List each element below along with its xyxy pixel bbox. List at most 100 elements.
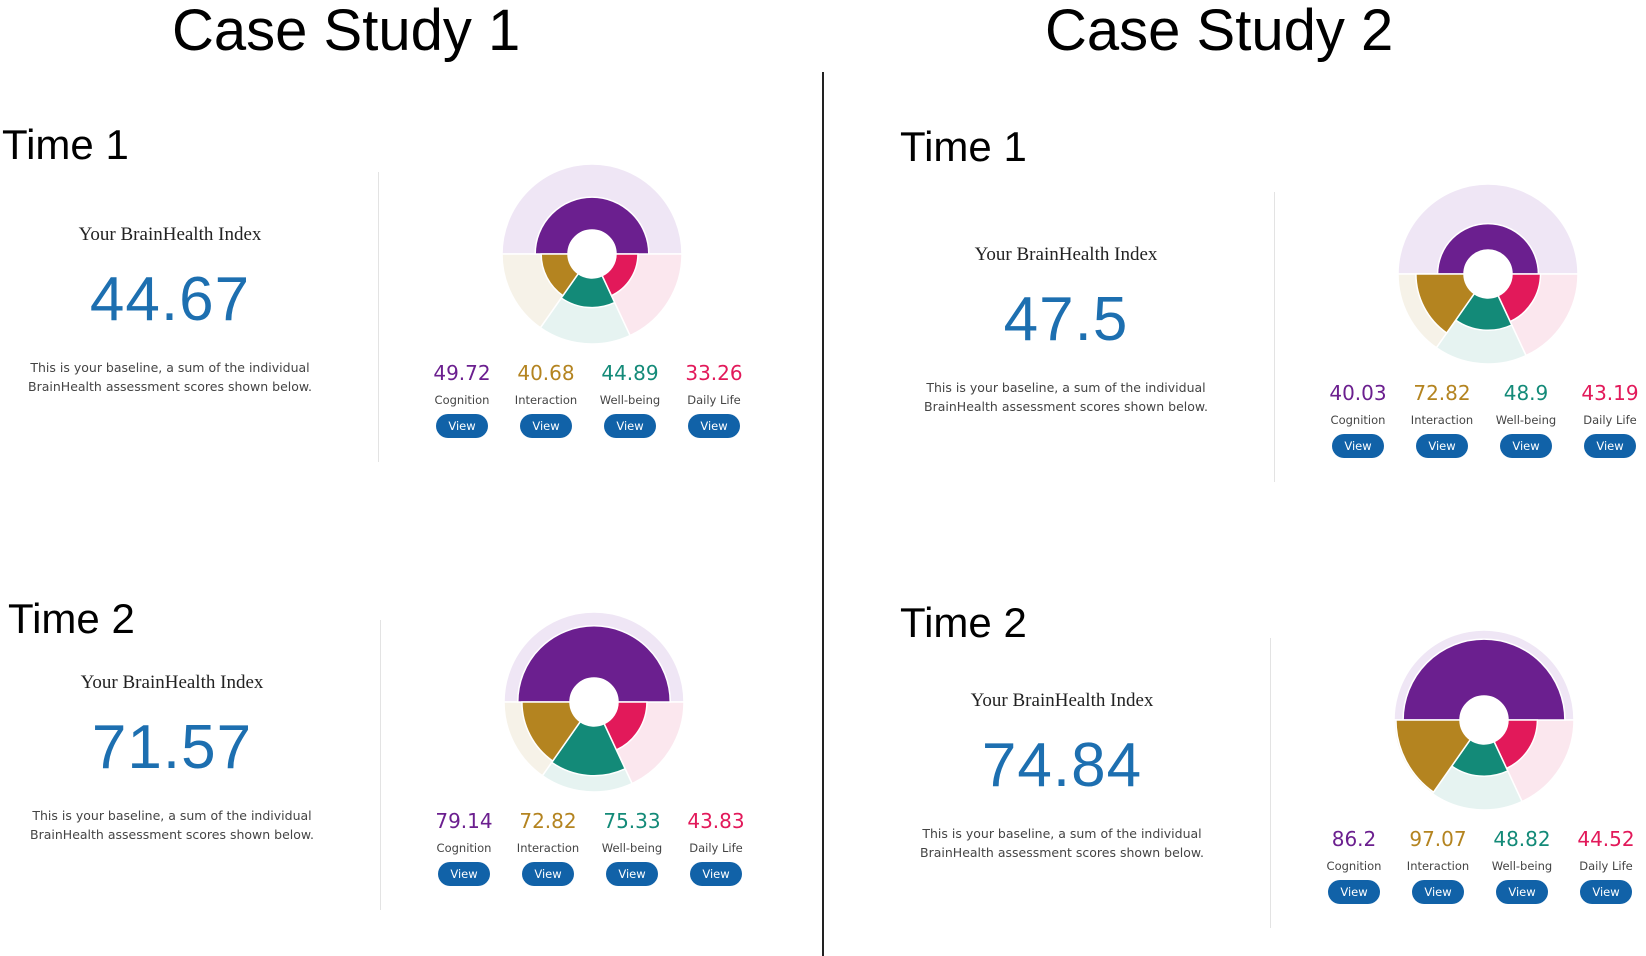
study1-time1-label: Time 1 (2, 121, 129, 168)
index-value: 74.84 (981, 731, 1143, 800)
score-value: 33.26 (685, 361, 743, 385)
score-label: Daily Life (689, 841, 743, 855)
view-dailylife-button[interactable]: View (1584, 434, 1636, 458)
description-line: BrainHealth assessment scores shown belo… (924, 399, 1208, 414)
score-cognition: 49.72 Cognition View (420, 360, 504, 438)
score-label: Cognition (1330, 413, 1386, 427)
score-value: 44.52 (1577, 827, 1635, 851)
score-label: Cognition (436, 841, 492, 855)
view-cognition-button[interactable]: View (438, 862, 490, 886)
score-value: 49.72 (433, 361, 491, 385)
panel-separator (1274, 192, 1275, 482)
dashboard-panel: Your BrainHealth Index 44.67 This is you… (0, 162, 760, 482)
view-dailylife-button[interactable]: View (1580, 880, 1632, 904)
study2-time2-label: Time 2 (900, 599, 1027, 646)
description-line: BrainHealth assessment scores shown belo… (28, 379, 312, 394)
view-dailylife-button[interactable]: View (690, 862, 742, 886)
score-label: Well-being (601, 841, 663, 855)
score-wellbeing: 44.89 Well-being View (588, 360, 672, 438)
study1-time2-label: Time 2 (8, 595, 135, 642)
score-value: 40.68 (517, 361, 575, 385)
score-value: 40.03 (1329, 381, 1387, 405)
index-description: This is your baseline, a sum of the indi… (896, 378, 1236, 416)
score-value: 43.19 (1581, 381, 1639, 405)
score-row: 49.72 Cognition View 40.68 Interaction V… (420, 360, 760, 470)
score-label: Well-being (1495, 413, 1557, 427)
view-dailylife-button[interactable]: View (688, 414, 740, 438)
view-interaction-button[interactable]: View (522, 862, 574, 886)
brainhealth-donut-chart (501, 163, 683, 345)
score-wellbeing: 48.82 Well-being View (1480, 826, 1564, 904)
donut-center (1460, 696, 1508, 744)
index-description: This is your baseline, a sum of the indi… (0, 358, 340, 396)
donut-center (568, 230, 616, 278)
description-line: This is your baseline, a sum of the indi… (30, 360, 310, 375)
score-value: 43.83 (687, 809, 745, 833)
case-study-1-title: Case Study 1 (172, 0, 521, 63)
score-row: 40.03 Cognition View 72.82 Interaction V… (1316, 380, 1646, 490)
score-label: Interaction (1406, 859, 1470, 873)
view-wellbeing-button[interactable]: View (1500, 434, 1552, 458)
score-dailylife: 44.52 Daily Life View (1564, 826, 1646, 904)
score-interaction: 72.82 Interaction View (506, 808, 590, 886)
study-divider (822, 72, 824, 956)
view-wellbeing-button[interactable]: View (606, 862, 658, 886)
description-line: This is your baseline, a sum of the indi… (922, 826, 1202, 841)
view-cognition-button[interactable]: View (1328, 880, 1380, 904)
index-title: Your BrainHealth Index (78, 224, 262, 245)
score-value: 86.2 (1331, 827, 1377, 851)
score-label: Well-being (1491, 859, 1553, 873)
score-dailylife: 43.83 Daily Life View (674, 808, 758, 886)
description-line: BrainHealth assessment scores shown belo… (920, 845, 1204, 860)
score-wellbeing: 75.33 Well-being View (590, 808, 674, 886)
score-value: 75.33 (603, 809, 661, 833)
index-title: Your BrainHealth Index (80, 672, 264, 693)
view-wellbeing-button[interactable]: View (604, 414, 656, 438)
view-cognition-button[interactable]: View (436, 414, 488, 438)
score-value: 72.82 (1413, 381, 1471, 405)
index-value: 44.67 (89, 265, 251, 334)
score-label: Cognition (1326, 859, 1382, 873)
index-value: 71.57 (91, 713, 253, 782)
score-cognition: 86.2 Cognition View (1312, 826, 1396, 904)
score-interaction: 72.82 Interaction View (1400, 380, 1484, 458)
score-interaction: 97.07 Interaction View (1396, 826, 1480, 904)
brainhealth-donut-chart (1397, 183, 1579, 365)
dashboard-panel: Your BrainHealth Index 74.84 This is you… (892, 628, 1646, 948)
panel-separator (378, 172, 379, 462)
view-wellbeing-button[interactable]: View (1496, 880, 1548, 904)
score-label: Interaction (514, 393, 578, 407)
score-label: Interaction (516, 841, 580, 855)
score-wellbeing: 48.9 Well-being View (1484, 380, 1568, 458)
case-study-2-title: Case Study 2 (1045, 0, 1394, 63)
score-label: Interaction (1410, 413, 1474, 427)
view-cognition-button[interactable]: View (1332, 434, 1384, 458)
view-interaction-button[interactable]: View (1412, 880, 1464, 904)
score-cognition: 40.03 Cognition View (1316, 380, 1400, 458)
view-interaction-button[interactable]: View (1416, 434, 1468, 458)
score-value: 44.89 (601, 361, 659, 385)
study2-time1-label: Time 1 (900, 123, 1027, 170)
dashboard-panel: Your BrainHealth Index 71.57 This is you… (2, 610, 762, 930)
score-label: Daily Life (1583, 413, 1637, 427)
index-description: This is your baseline, a sum of the indi… (2, 806, 342, 844)
score-value: 79.14 (435, 809, 493, 833)
description-line: This is your baseline, a sum of the indi… (32, 808, 312, 823)
score-value: 48.9 (1503, 381, 1549, 405)
view-interaction-button[interactable]: View (520, 414, 572, 438)
description-line: BrainHealth assessment scores shown belo… (30, 827, 314, 842)
brainhealth-donut-chart (503, 611, 685, 793)
dashboard-panel: Your BrainHealth Index 47.5 This is your… (896, 182, 1646, 502)
description-line: This is your baseline, a sum of the indi… (926, 380, 1206, 395)
score-cognition: 79.14 Cognition View (422, 808, 506, 886)
panel-separator (380, 620, 381, 910)
donut-center (1464, 250, 1512, 298)
score-label: Daily Life (1579, 859, 1633, 873)
score-row: 79.14 Cognition View 72.82 Interaction V… (422, 808, 762, 918)
score-label: Daily Life (687, 393, 741, 407)
index-title: Your BrainHealth Index (970, 690, 1154, 711)
score-value: 97.07 (1409, 827, 1467, 851)
score-dailylife: 43.19 Daily Life View (1568, 380, 1646, 458)
score-row: 86.2 Cognition View 97.07 Interaction Vi… (1312, 826, 1646, 936)
score-value: 72.82 (519, 809, 577, 833)
